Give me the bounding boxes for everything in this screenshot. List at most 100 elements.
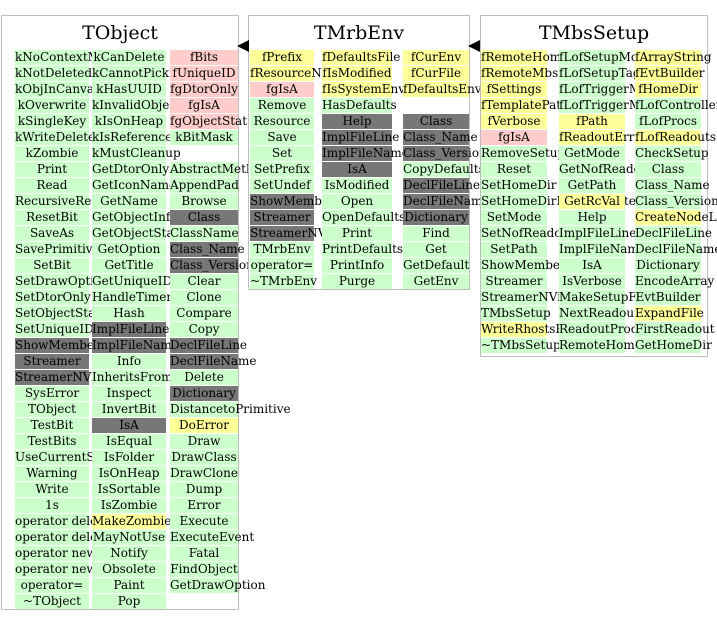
member-cell: TestBit xyxy=(15,418,89,433)
member-cell: CreateNodeList xyxy=(635,210,717,225)
member-cell: Dictionary xyxy=(635,258,701,273)
member-cell: DistancetoPrimitive xyxy=(170,402,291,417)
member-cell: SetPrefix xyxy=(250,162,314,177)
member-cell: SysError xyxy=(15,386,89,401)
member-cell: fIsModified xyxy=(322,66,392,81)
member-cell: TObject xyxy=(15,402,89,417)
member-cell: GetUniqueID xyxy=(92,274,173,289)
member-cell: ~TMbsSetup xyxy=(481,338,561,353)
member-cell: kNoContextMenu xyxy=(15,50,123,65)
member-cell: SavePrimitive xyxy=(15,242,100,257)
member-cell: fRemoteMbsHome xyxy=(481,66,595,81)
member-cell: DrawClone xyxy=(170,466,238,481)
member-cell: CopyDefaults xyxy=(403,162,485,177)
member-cell: ShowMembers xyxy=(15,338,106,353)
member-cell: fReadoutError xyxy=(559,130,648,145)
member-cell: fHomeDir xyxy=(635,82,701,97)
member-cell: Find xyxy=(403,226,469,241)
member-cell: MakeZombie xyxy=(92,514,172,529)
member-cell: ResetBit xyxy=(15,210,89,225)
member-cell: GetDefault xyxy=(403,258,470,273)
inheritance-arrow-icon xyxy=(468,40,480,52)
member-cell: Class_Version xyxy=(635,194,717,209)
member-cell: operator delete[] xyxy=(15,530,119,545)
member-cell: kSingleKey xyxy=(15,114,89,129)
member-cell: Class_Name xyxy=(170,242,245,257)
member-cell: AppendPad xyxy=(170,178,239,193)
class-box-tobject: TObject kNoContextMenu kNotDeleted kObjInC… xyxy=(1,15,291,610)
member-cell: kIsOnHeap xyxy=(92,114,166,129)
member-cell: DeclFileName xyxy=(403,194,490,209)
member-cell: fUniqueID xyxy=(170,66,238,81)
member-cell: fSettings xyxy=(481,82,547,97)
member-cell: kOverwrite xyxy=(15,98,89,113)
member-cell: DrawClass xyxy=(170,450,238,465)
member-cell: Paint xyxy=(92,578,166,593)
member-cell: GetOption xyxy=(92,242,166,257)
member-cell: SetDrawOption xyxy=(15,274,110,289)
member-cell: CheckSetup xyxy=(635,146,709,161)
member-cell: Streamer xyxy=(250,210,314,225)
member-cell: IsFolder xyxy=(92,450,166,465)
member-cell: SetDtorOnly xyxy=(15,290,91,305)
member-cell: Dump xyxy=(170,482,238,497)
member-cell: Copy xyxy=(170,322,238,337)
member-cell: fArrayString xyxy=(635,50,712,65)
member-cell: fLofTriggerModules xyxy=(559,98,681,113)
member-cell: Write xyxy=(15,482,89,497)
member-cell: SetNofReadouts xyxy=(481,226,581,241)
class-box-tmbssetup: TMbsSetup fRemoteHome fRemoteMbsHome fSett… xyxy=(480,15,717,357)
member-cell: GetRcVal xyxy=(559,194,625,209)
member-cell: Fatal xyxy=(170,546,238,561)
member-cell: SetBit xyxy=(15,258,89,273)
member-cell: Help xyxy=(559,210,625,225)
member-cell: Error xyxy=(170,498,238,513)
member-cell: Set xyxy=(250,146,314,161)
inheritance-arrow-icon xyxy=(237,40,249,52)
member-cell: Purge xyxy=(322,274,392,289)
member-cell: DeclFileLine xyxy=(403,178,481,193)
member-cell: SetObjectStat xyxy=(15,306,101,321)
member-cell: operator= xyxy=(15,578,89,593)
member-cell: fLofTriggerModes xyxy=(559,82,670,97)
member-cell: GetIconName xyxy=(92,178,177,193)
member-cell: Dictionary xyxy=(403,210,469,225)
member-cell: SetPath xyxy=(481,242,547,257)
member-cell: fPrefix xyxy=(250,50,314,65)
member-cell: ExecuteEvent xyxy=(170,530,255,545)
member-cell: DeclFileLine xyxy=(635,226,713,241)
member-cell: Help xyxy=(322,114,392,129)
member-cell: DeclFileLine xyxy=(170,338,248,353)
member-cell: fLofSetupModes xyxy=(559,50,660,65)
member-cell: kMustCleanup xyxy=(92,146,181,161)
member-cell: NextReadout xyxy=(559,306,639,321)
member-cell: IsVerbose xyxy=(559,274,625,289)
member-cell: kCanDelete xyxy=(92,50,166,65)
member-cell: PrintDefaults xyxy=(322,242,404,257)
member-cell: Pop xyxy=(92,594,166,609)
member-cell: IsModified xyxy=(322,178,392,193)
member-cell: GetNofReadouts xyxy=(559,162,660,177)
member-cell: IsEqual xyxy=(92,434,166,449)
class-title: TMrbEnv xyxy=(313,22,405,44)
member-cell: Info xyxy=(92,354,166,369)
member-cell: DeclFileName xyxy=(635,242,717,257)
member-cell: ~TMrbEnv xyxy=(250,274,318,289)
member-cell: GetHomeDir xyxy=(635,338,712,353)
empty-member-cell xyxy=(170,146,238,161)
member-cell: ShowMembers xyxy=(250,194,341,209)
member-cell: ClassName xyxy=(170,226,239,241)
member-cell: ImplFileLine xyxy=(322,130,400,145)
member-cell: kCannotPick xyxy=(92,66,170,81)
member-cell: Print xyxy=(15,162,89,177)
member-cell: fLofReadouts xyxy=(635,130,716,145)
member-cell: SetHomeDir xyxy=(481,178,557,193)
member-cell: InvertBit xyxy=(92,402,166,417)
member-cell: IsSortable xyxy=(92,482,166,497)
member-cell: fgIsA xyxy=(481,130,547,145)
member-cell: operator delete xyxy=(15,514,110,529)
member-cell: UseCurrentStyle xyxy=(15,450,118,465)
member-cell: fLofSetupTags xyxy=(559,66,647,81)
member-cell: operator= xyxy=(250,258,314,273)
member-cell: kBitMask xyxy=(170,130,238,145)
